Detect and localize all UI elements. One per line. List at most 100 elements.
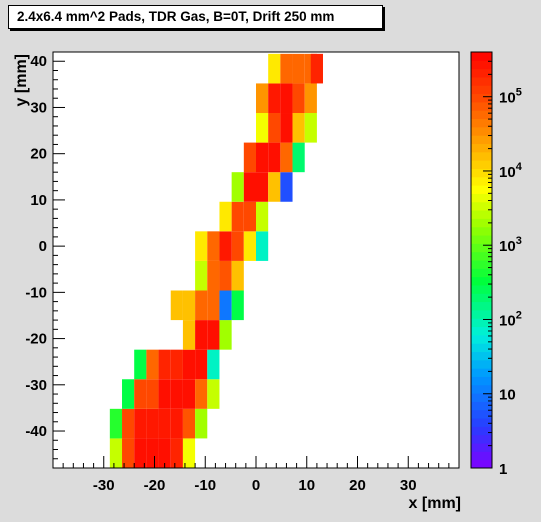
x-axis: -30 -20 -10 0 10 20 30 — [62, 456, 450, 494]
heatmap-cell — [256, 201, 269, 232]
heatmap-cell — [109, 438, 123, 468]
colorbar-segment — [471, 368, 492, 377]
heatmap-cell — [195, 408, 208, 439]
heatmap-cell — [231, 260, 244, 291]
colorbar-segment — [471, 101, 492, 111]
colorbar-tick-label: 105 — [499, 87, 522, 107]
y-tick-label: 20 — [30, 146, 47, 163]
colorbar-segment — [471, 135, 492, 145]
heatmap-cell — [146, 379, 159, 409]
x-tick-label: 10 — [298, 477, 315, 494]
heatmap-cell — [195, 260, 208, 291]
heatmap-cell — [134, 349, 147, 380]
colorbar-segment — [471, 309, 492, 319]
heatmap-cell — [219, 231, 232, 261]
heatmap-cell — [134, 438, 147, 468]
colorbar-segment — [471, 118, 492, 128]
colorbar-segment — [471, 401, 492, 411]
heatmap-cell — [268, 83, 281, 114]
heatmap-cell — [182, 349, 196, 380]
heatmap-cell — [122, 438, 135, 468]
colorbar-segment — [471, 85, 492, 95]
colorbar-segment — [471, 68, 492, 78]
colorbar-segment — [471, 276, 492, 286]
y-tick-label: -40 — [25, 423, 47, 440]
colorbar-segment — [471, 443, 492, 452]
heatmap-cell — [158, 349, 171, 380]
heatmap-cell — [170, 438, 183, 468]
heatmap-cell — [195, 231, 208, 261]
heatmap-cell — [292, 53, 305, 84]
colorbar-segment — [471, 151, 492, 161]
colorbar-tick-label: 1 — [499, 461, 507, 478]
colorbar-segment — [471, 52, 492, 61]
heatmap-cell — [256, 231, 269, 261]
colorbar-frame — [470, 51, 493, 469]
colorbar-segment — [471, 126, 492, 136]
y-tick-label: 0 — [39, 238, 47, 255]
colorbar-segment — [471, 326, 492, 336]
heatmap-cell — [256, 172, 269, 202]
heatmap-cell — [170, 379, 183, 409]
heatmap-cell — [207, 320, 220, 350]
colorbar-segment — [471, 343, 492, 353]
x-tick-label: -10 — [194, 477, 216, 494]
colorbar-segment — [471, 451, 492, 461]
heatmap-cell — [268, 113, 281, 143]
heatmap-cell — [207, 231, 220, 261]
heatmap-cell — [182, 379, 196, 409]
cells-layer — [109, 53, 323, 468]
x-tick-label: -30 — [93, 477, 115, 494]
colorbar-segment — [471, 93, 492, 103]
heatmap-cell — [280, 142, 293, 173]
heatmap-cell — [304, 83, 317, 114]
heatmap-cell — [243, 201, 256, 232]
colorbar-segment — [471, 110, 492, 120]
y-axis-label: y [mm] — [13, 54, 30, 106]
heatmap-cell — [207, 349, 220, 380]
heatmap-cell — [268, 142, 281, 173]
colorbar-segment — [471, 359, 492, 369]
x-tick-label: 20 — [349, 477, 366, 494]
heatmap-cell — [195, 320, 208, 350]
heatmap-cell — [292, 142, 305, 173]
heatmap-cell — [280, 53, 293, 84]
y-tick-label: 10 — [30, 192, 47, 209]
colorbar-segment — [471, 434, 492, 444]
colorbar-segment — [471, 459, 492, 469]
y-tick-label: 30 — [30, 99, 47, 116]
color-bar: 1 10 102 103 104 105 — [470, 51, 523, 478]
heatmap-cell — [170, 290, 183, 321]
heatmap-cell — [231, 290, 244, 321]
heatmap-cell — [122, 408, 135, 439]
heatmap-cell — [292, 113, 305, 143]
colorbar-segment — [471, 376, 492, 386]
chart-title: 2.4x6.4 mm^2 Pads, TDR Gas, B=0T, Drift … — [8, 5, 383, 29]
heatmap-cell — [182, 320, 196, 350]
heatmap-cell — [292, 83, 305, 114]
heatmap-cell — [134, 408, 147, 439]
colorbar-segment — [471, 218, 492, 228]
colorbar-segment — [471, 318, 492, 328]
colorbar-tick-label: 103 — [499, 235, 522, 255]
colorbar-segment — [471, 76, 492, 86]
colorbar-segment — [471, 185, 492, 194]
heatmap-cell — [207, 290, 220, 321]
heatmap-cell — [243, 231, 256, 261]
heatmap-cell — [182, 290, 196, 321]
heatmap-cell — [256, 83, 269, 114]
y-axis: -40 -30 -20 -10 0 10 20 30 40 — [25, 51, 65, 460]
heatmap-cell — [280, 172, 293, 202]
heatmap-cell — [280, 113, 293, 143]
heatmap-cell — [219, 320, 232, 350]
colorbar-segment — [471, 168, 492, 178]
heatmap-cell — [243, 172, 256, 202]
heatmap-cell — [170, 349, 183, 380]
heatmap-cell — [122, 379, 135, 409]
heatmap-cell — [310, 53, 323, 84]
colorbar-segment — [471, 243, 492, 253]
heatmap-cell — [195, 379, 208, 409]
heatmap-cell — [134, 379, 147, 409]
colorbar-segment — [471, 426, 492, 436]
